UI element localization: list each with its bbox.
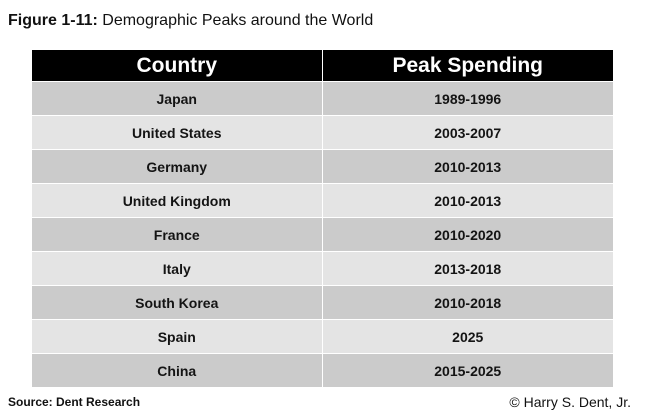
table-row: China 2015-2025: [32, 353, 613, 387]
country-cell: Spain: [32, 319, 323, 354]
figure-label: Figure 1-11:: [8, 12, 98, 29]
country-cell: Japan: [32, 81, 323, 116]
table-row: Italy 2013-2018: [32, 251, 613, 286]
column-header-country: Country: [32, 50, 323, 82]
table-row: Japan 1989-1996: [32, 81, 613, 116]
country-cell: United Kingdom: [32, 183, 323, 218]
peak-spending-cell: 2013-2018: [322, 251, 613, 286]
country-cell: South Korea: [32, 285, 323, 320]
country-cell: United States: [32, 115, 323, 150]
figure-title-text: Demographic Peaks around the World: [102, 12, 374, 29]
table-row: France 2010-2020: [32, 217, 613, 252]
table-row: Germany 2010-2013: [32, 149, 613, 184]
peak-spending-cell: 2010-2020: [322, 217, 613, 252]
peak-spending-cell: 2025: [322, 319, 613, 354]
column-header-peak-spending: Peak Spending: [322, 50, 613, 82]
peaks-table: Country Peak Spending Japan 1989-1996 Un…: [32, 50, 613, 387]
peak-spending-cell: 2010-2018: [322, 285, 613, 320]
table-row: United Kingdom 2010-2013: [32, 183, 613, 218]
country-cell: China: [32, 353, 323, 387]
peak-spending-cell: 2003-2007: [322, 115, 613, 150]
table-row: South Korea 2010-2018: [32, 285, 613, 320]
source-note: Source: Dent Research: [8, 395, 141, 409]
peak-spending-cell: 2015-2025: [322, 353, 613, 387]
country-cell: Germany: [32, 149, 323, 184]
country-cell: France: [32, 217, 323, 252]
copyright-note: © Harry S. Dent, Jr.: [509, 394, 631, 410]
table-row: Spain 2025: [32, 319, 613, 354]
table-row: United States 2003-2007: [32, 115, 613, 150]
peak-spending-cell: 2010-2013: [322, 183, 613, 218]
peak-spending-cell: 1989-1996: [322, 81, 613, 116]
table-header-row: Country Peak Spending: [32, 50, 613, 82]
country-cell: Italy: [32, 251, 323, 286]
peak-spending-cell: 2010-2013: [322, 149, 613, 184]
figure-title: Figure 1-11: Demographic Peaks around th…: [8, 11, 373, 31]
